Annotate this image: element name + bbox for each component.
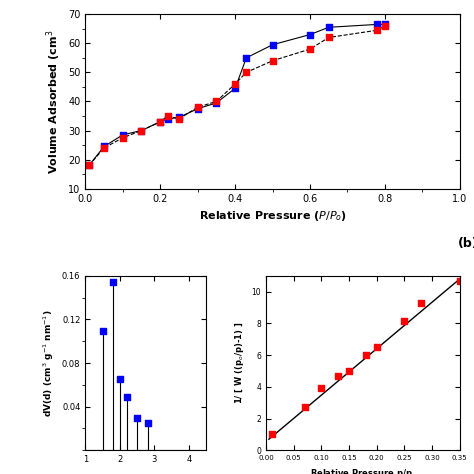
Point: [362, 351, 370, 359]
Point: [137, 127, 145, 134]
Point: [194, 103, 201, 111]
Point: [325, 34, 332, 41]
Point: [325, 24, 332, 31]
X-axis label: Relative Pressure ($P/P_o$): Relative Pressure ($P/P_o$): [199, 209, 346, 223]
Point: [100, 143, 108, 150]
Point: [401, 317, 408, 325]
Y-axis label: Volume Adsorbed (cm$^3$: Volume Adsorbed (cm$^3$: [44, 29, 63, 173]
Point: [175, 115, 182, 123]
Point: [137, 127, 145, 134]
Point: [109, 279, 117, 286]
Point: [212, 99, 220, 107]
Point: [243, 69, 250, 76]
Point: [212, 98, 220, 105]
Point: [381, 20, 389, 28]
Point: [133, 414, 141, 421]
Point: [119, 131, 127, 139]
Point: [381, 22, 389, 30]
Point: [116, 376, 124, 383]
Point: [194, 105, 201, 112]
Point: [156, 118, 164, 126]
Point: [301, 404, 309, 411]
Point: [456, 277, 464, 284]
Y-axis label: 1/ [ W ((p$_o$/p)-1) ]: 1/ [ W ((p$_o$/p)-1) ]: [233, 322, 246, 404]
Point: [318, 385, 325, 392]
Point: [346, 367, 353, 375]
Point: [164, 115, 172, 123]
Point: [269, 41, 276, 48]
Point: [374, 20, 381, 28]
Point: [417, 299, 425, 307]
Point: [243, 54, 250, 62]
Point: [306, 46, 314, 53]
Point: [373, 344, 381, 351]
Point: [334, 372, 342, 380]
Point: [156, 118, 164, 126]
Point: [123, 393, 131, 401]
Point: [164, 112, 172, 120]
Point: [85, 162, 93, 169]
Point: [99, 328, 106, 335]
Point: [374, 27, 381, 34]
Point: [231, 80, 239, 88]
Y-axis label: dV(d) (cm$^3$ g$^{-1}$ nm$^{-1}$): dV(d) (cm$^3$ g$^{-1}$ nm$^{-1}$): [42, 310, 56, 417]
Point: [119, 134, 127, 142]
Point: [306, 31, 314, 38]
Point: [85, 162, 93, 169]
Point: [269, 57, 276, 64]
Point: [268, 431, 275, 438]
Point: [231, 84, 239, 92]
Point: [175, 114, 182, 121]
Text: (b): (b): [457, 237, 474, 250]
X-axis label: Relative Pressure p/p$_o$: Relative Pressure p/p$_o$: [310, 467, 416, 474]
Point: [100, 144, 108, 152]
Point: [144, 419, 151, 427]
